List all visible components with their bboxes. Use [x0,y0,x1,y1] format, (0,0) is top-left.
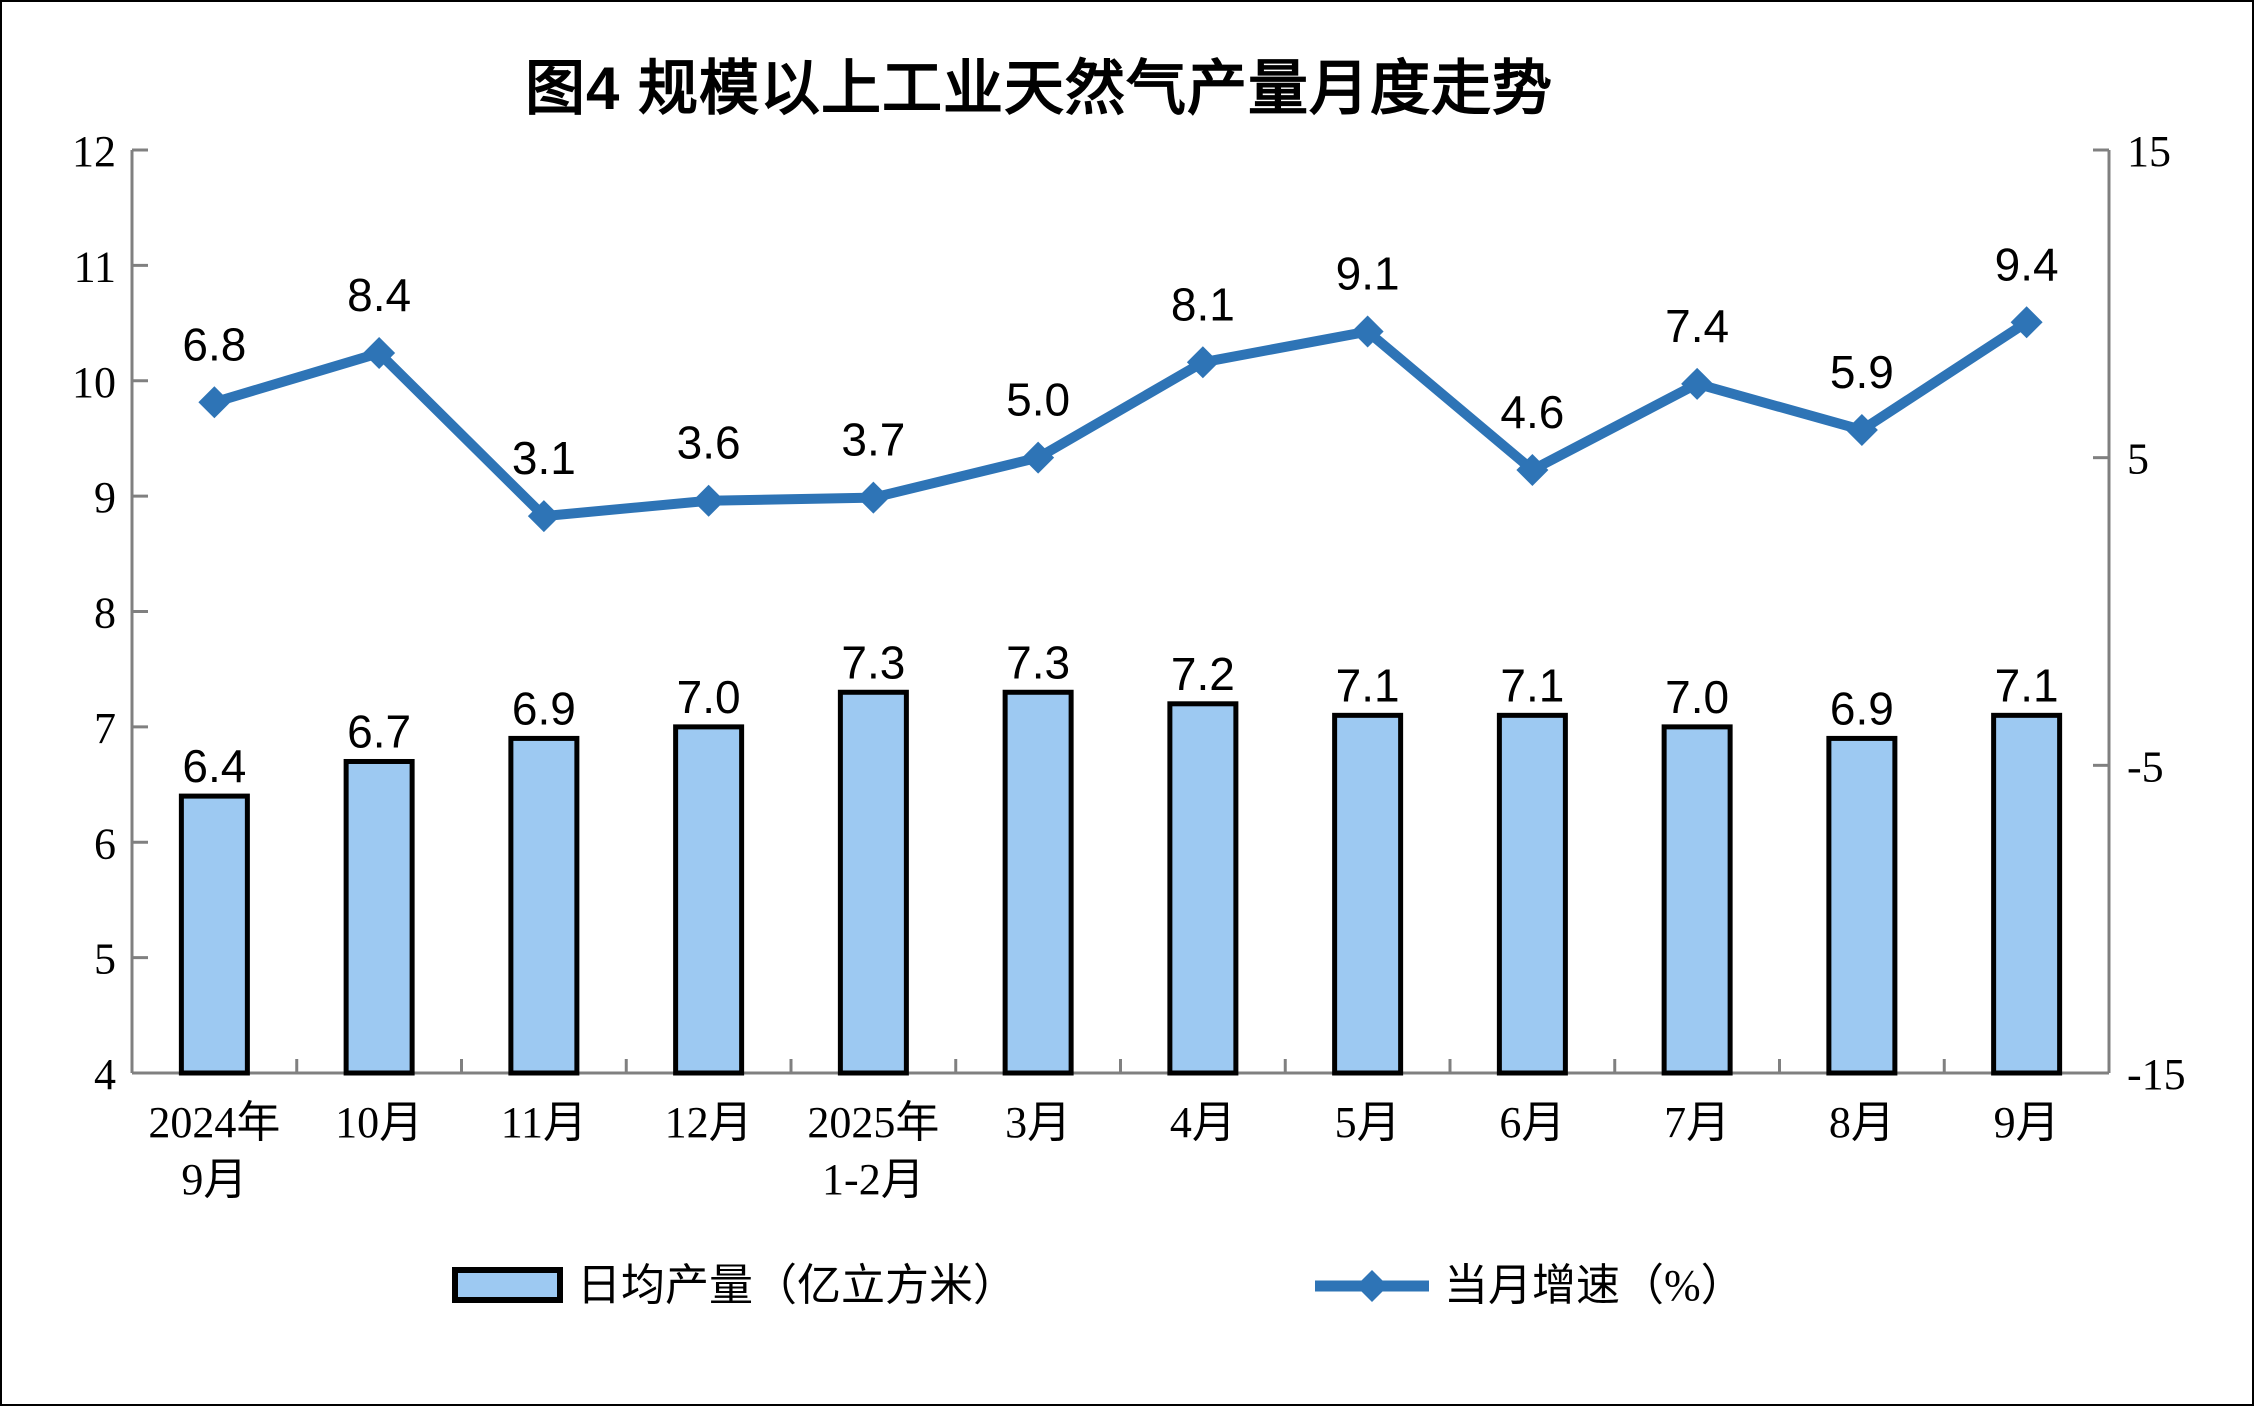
line-data-label: 6.8 [182,318,246,370]
x-tick-label: 9月 [181,1155,247,1204]
y-axis-label-left: 5 [94,935,116,984]
bar-data-label: 7.1 [1500,659,1564,711]
line-data-label: 7.4 [1665,300,1729,352]
y-axis-label-left: 12 [72,127,116,176]
y-axis-label-left: 6 [94,819,116,868]
bar-data-label: 7.1 [1995,659,2059,711]
line-marker-diamond [1351,315,1384,348]
bar [1661,724,1733,1076]
y-axis-label-left: 8 [94,589,116,638]
chart-title: 图4 规模以上工业天然气产量月度走势 [524,55,1554,122]
line-marker-diamond [692,484,725,517]
legend-bar-swatch-icon [452,1267,563,1303]
line-marker-diamond [2010,306,2043,339]
x-tick-label: 9月 [1994,1098,2060,1147]
bar-data-label: 7.0 [1665,671,1729,723]
bar [837,689,909,1076]
line-marker-diamond [363,337,396,370]
bar [178,793,250,1076]
line-marker-diamond [857,481,890,514]
y-axis-label-left: 10 [72,358,116,407]
x-tick-label: 11月 [501,1098,587,1147]
line-marker-diamond [1022,441,1055,474]
bar [673,724,745,1076]
x-tick-label: 2025年 [807,1098,939,1147]
line-marker-diamond [1681,367,1714,400]
legend-label-bar-series: 日均产量（亿立方米） [577,1261,1017,1310]
y-axis-label-left: 9 [94,473,116,522]
bar-data-label: 7.2 [1171,648,1235,700]
line-data-label: 9.1 [1336,248,1400,300]
x-tick-label: 8月 [1829,1098,1895,1147]
bar [508,735,580,1076]
y-axis-label-right: 5 [2127,435,2149,484]
line-marker-diamond [527,500,560,533]
y-axis-label-right: -15 [2127,1050,2186,1099]
y-axis-label-right: -5 [2127,742,2164,791]
bar-data-label: 6.7 [347,705,411,757]
bar [1826,735,1898,1076]
bar [1002,689,1074,1076]
line-marker-diamond [1186,346,1219,379]
x-tick-label: 5月 [1335,1098,1401,1147]
bar [343,758,415,1076]
x-tick-label: 2024年 [148,1098,280,1147]
x-tick-label: 3月 [1005,1098,1071,1147]
bar-data-label: 6.9 [1830,682,1894,734]
line-data-label: 9.4 [1995,238,2059,290]
line-marker-diamond [1845,413,1878,446]
bar [1991,712,2063,1076]
x-tick-label: 6月 [1499,1098,1565,1147]
y-axis-label-left: 7 [94,704,116,753]
y-axis-label-left: 4 [94,1050,116,1099]
y-axis-label-right: 15 [2127,127,2171,176]
bar-data-label: 6.9 [512,682,576,734]
bar-data-label: 7.1 [1336,659,1400,711]
x-tick-label: 1-2月 [822,1155,925,1204]
line-data-label: 5.9 [1830,346,1894,398]
y-axis-label-left: 11 [74,242,116,291]
bar-data-label: 6.4 [182,740,246,792]
bar-data-label: 7.3 [1006,636,1070,688]
bar [1496,712,1568,1076]
x-tick-label: 7月 [1664,1098,1730,1147]
line-marker-diamond [198,386,231,419]
bar [1332,712,1404,1076]
growth-line [212,318,2030,522]
x-tick-label: 12月 [665,1098,753,1147]
line-data-label: 3.1 [512,432,576,484]
x-tick-label: 10月 [335,1098,423,1147]
bar [1167,701,1239,1076]
legend-line-marker-icon [1356,1270,1388,1302]
bar-data-label: 7.3 [841,636,905,688]
line-data-label: 5.0 [1006,374,1070,426]
line-data-label: 8.1 [1171,278,1235,330]
line-data-label: 3.7 [841,414,905,466]
bar-data-label: 7.0 [677,671,741,723]
legend-label-line-series: 当月增速（%） [1444,1261,1745,1310]
x-tick-label: 4月 [1170,1098,1236,1147]
line-data-label: 8.4 [347,269,411,321]
line-data-label: 4.6 [1500,386,1564,438]
line-data-label: 3.6 [677,417,741,469]
line-marker-diamond [1516,453,1549,486]
